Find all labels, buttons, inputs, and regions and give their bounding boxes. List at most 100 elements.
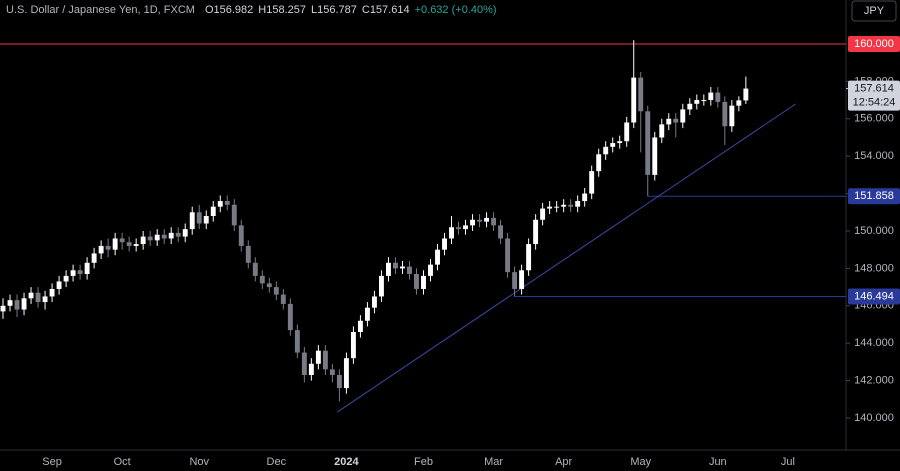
candle-body — [519, 270, 525, 289]
plot — [0, 40, 846, 413]
candle-body — [715, 92, 721, 102]
candle-body — [575, 201, 581, 207]
candle-body — [315, 350, 321, 364]
symbol: U.S. Dollar / Japanese Yen, 1D, FXCM — [6, 4, 195, 16]
candle-body — [533, 219, 539, 245]
countdown: 12:54:24 — [853, 96, 896, 108]
x-tick-label: Dec — [267, 456, 287, 468]
candle-body — [259, 275, 265, 284]
candle-body — [631, 77, 637, 123]
ohlc-low: L156.787 — [311, 4, 357, 16]
y-tick-label: 142.000 — [854, 375, 894, 387]
candle-body — [463, 225, 468, 230]
candle-body — [407, 266, 412, 275]
candle-body — [708, 92, 714, 101]
currency-box[interactable] — [851, 0, 897, 22]
x-tick-label: 2024 — [334, 456, 359, 468]
candle-body — [722, 101, 728, 127]
candle-body — [42, 296, 48, 303]
x-tick-label: Mar — [484, 456, 503, 468]
candle-body — [736, 100, 742, 106]
candle-body — [91, 253, 97, 263]
x-tick-label: Oct — [114, 456, 131, 468]
x-tick-label: Jul — [781, 456, 795, 468]
candle-body — [238, 225, 244, 246]
candle-body — [603, 146, 609, 155]
level-label: 146.494 — [854, 290, 894, 302]
candle-body — [371, 296, 377, 308]
candle-body — [385, 262, 391, 276]
candle-body — [428, 264, 433, 276]
ohlc-open: O156.982 — [205, 4, 253, 16]
candle-body — [252, 262, 258, 276]
candle-body — [512, 272, 518, 289]
candle-body — [84, 262, 90, 275]
candle-body — [21, 298, 27, 310]
currency[interactable]: JPY — [864, 5, 885, 17]
candle-body — [421, 275, 426, 289]
candle-body — [336, 375, 342, 389]
candle-body — [491, 217, 497, 226]
candle-body — [624, 122, 630, 142]
candle-body — [189, 212, 195, 230]
candle-body — [210, 206, 216, 217]
candle-body — [659, 124, 665, 138]
x-tick-label: Jun — [709, 456, 727, 468]
candle-body — [505, 238, 511, 273]
candle-body — [217, 201, 223, 207]
candle-body — [484, 217, 490, 222]
candle-body — [470, 219, 475, 226]
candle-body — [56, 281, 62, 289]
x-tick-label: Nov — [189, 456, 209, 468]
candle-body — [414, 274, 419, 289]
candle-body — [589, 171, 595, 194]
candle-body — [112, 238, 118, 250]
candle-body — [140, 236, 146, 245]
y-tick-label: 154.000 — [854, 150, 894, 162]
candle-body — [301, 352, 307, 375]
x-tick-label: Feb — [414, 456, 433, 468]
candle-body — [7, 300, 13, 306]
candle-body — [673, 118, 679, 123]
candle-body — [680, 109, 686, 123]
candle-body — [154, 234, 160, 241]
candle-body — [294, 330, 300, 353]
candle-body — [568, 204, 574, 207]
last-price-label: 157.614 — [854, 82, 894, 94]
candle-body — [0, 305, 6, 312]
candle-body — [547, 206, 553, 209]
candle-body — [554, 206, 560, 208]
level-label: 160.000 — [854, 38, 894, 50]
level-label-box — [848, 188, 900, 205]
candle-body — [161, 234, 167, 239]
y-tick-label: 144.000 — [854, 337, 894, 349]
candle-body — [701, 100, 707, 102]
candle-body — [477, 219, 483, 222]
candle-body — [119, 238, 125, 243]
x-tick-label: May — [630, 456, 651, 468]
candle-body — [231, 204, 237, 226]
candle-body — [203, 216, 209, 224]
candle-body — [77, 270, 83, 275]
candle-body — [498, 225, 504, 239]
trendline — [337, 103, 796, 413]
x-tick-label: Apr — [555, 456, 572, 468]
candle-body — [266, 283, 272, 288]
candle-body — [126, 242, 132, 246]
candle-body — [224, 201, 230, 205]
candle-body — [287, 303, 293, 331]
candle-body — [526, 244, 532, 271]
candle-body — [245, 245, 251, 263]
last-price-box — [848, 80, 900, 111]
candle-body — [196, 212, 202, 224]
candle-body — [280, 294, 286, 304]
y-tick-label: 148.000 — [854, 262, 894, 274]
candle-body — [63, 275, 69, 282]
candle-body — [638, 77, 644, 112]
candle-body — [561, 204, 567, 207]
candle-body — [400, 266, 405, 269]
candle-body — [449, 227, 454, 239]
candle-body — [687, 103, 693, 110]
